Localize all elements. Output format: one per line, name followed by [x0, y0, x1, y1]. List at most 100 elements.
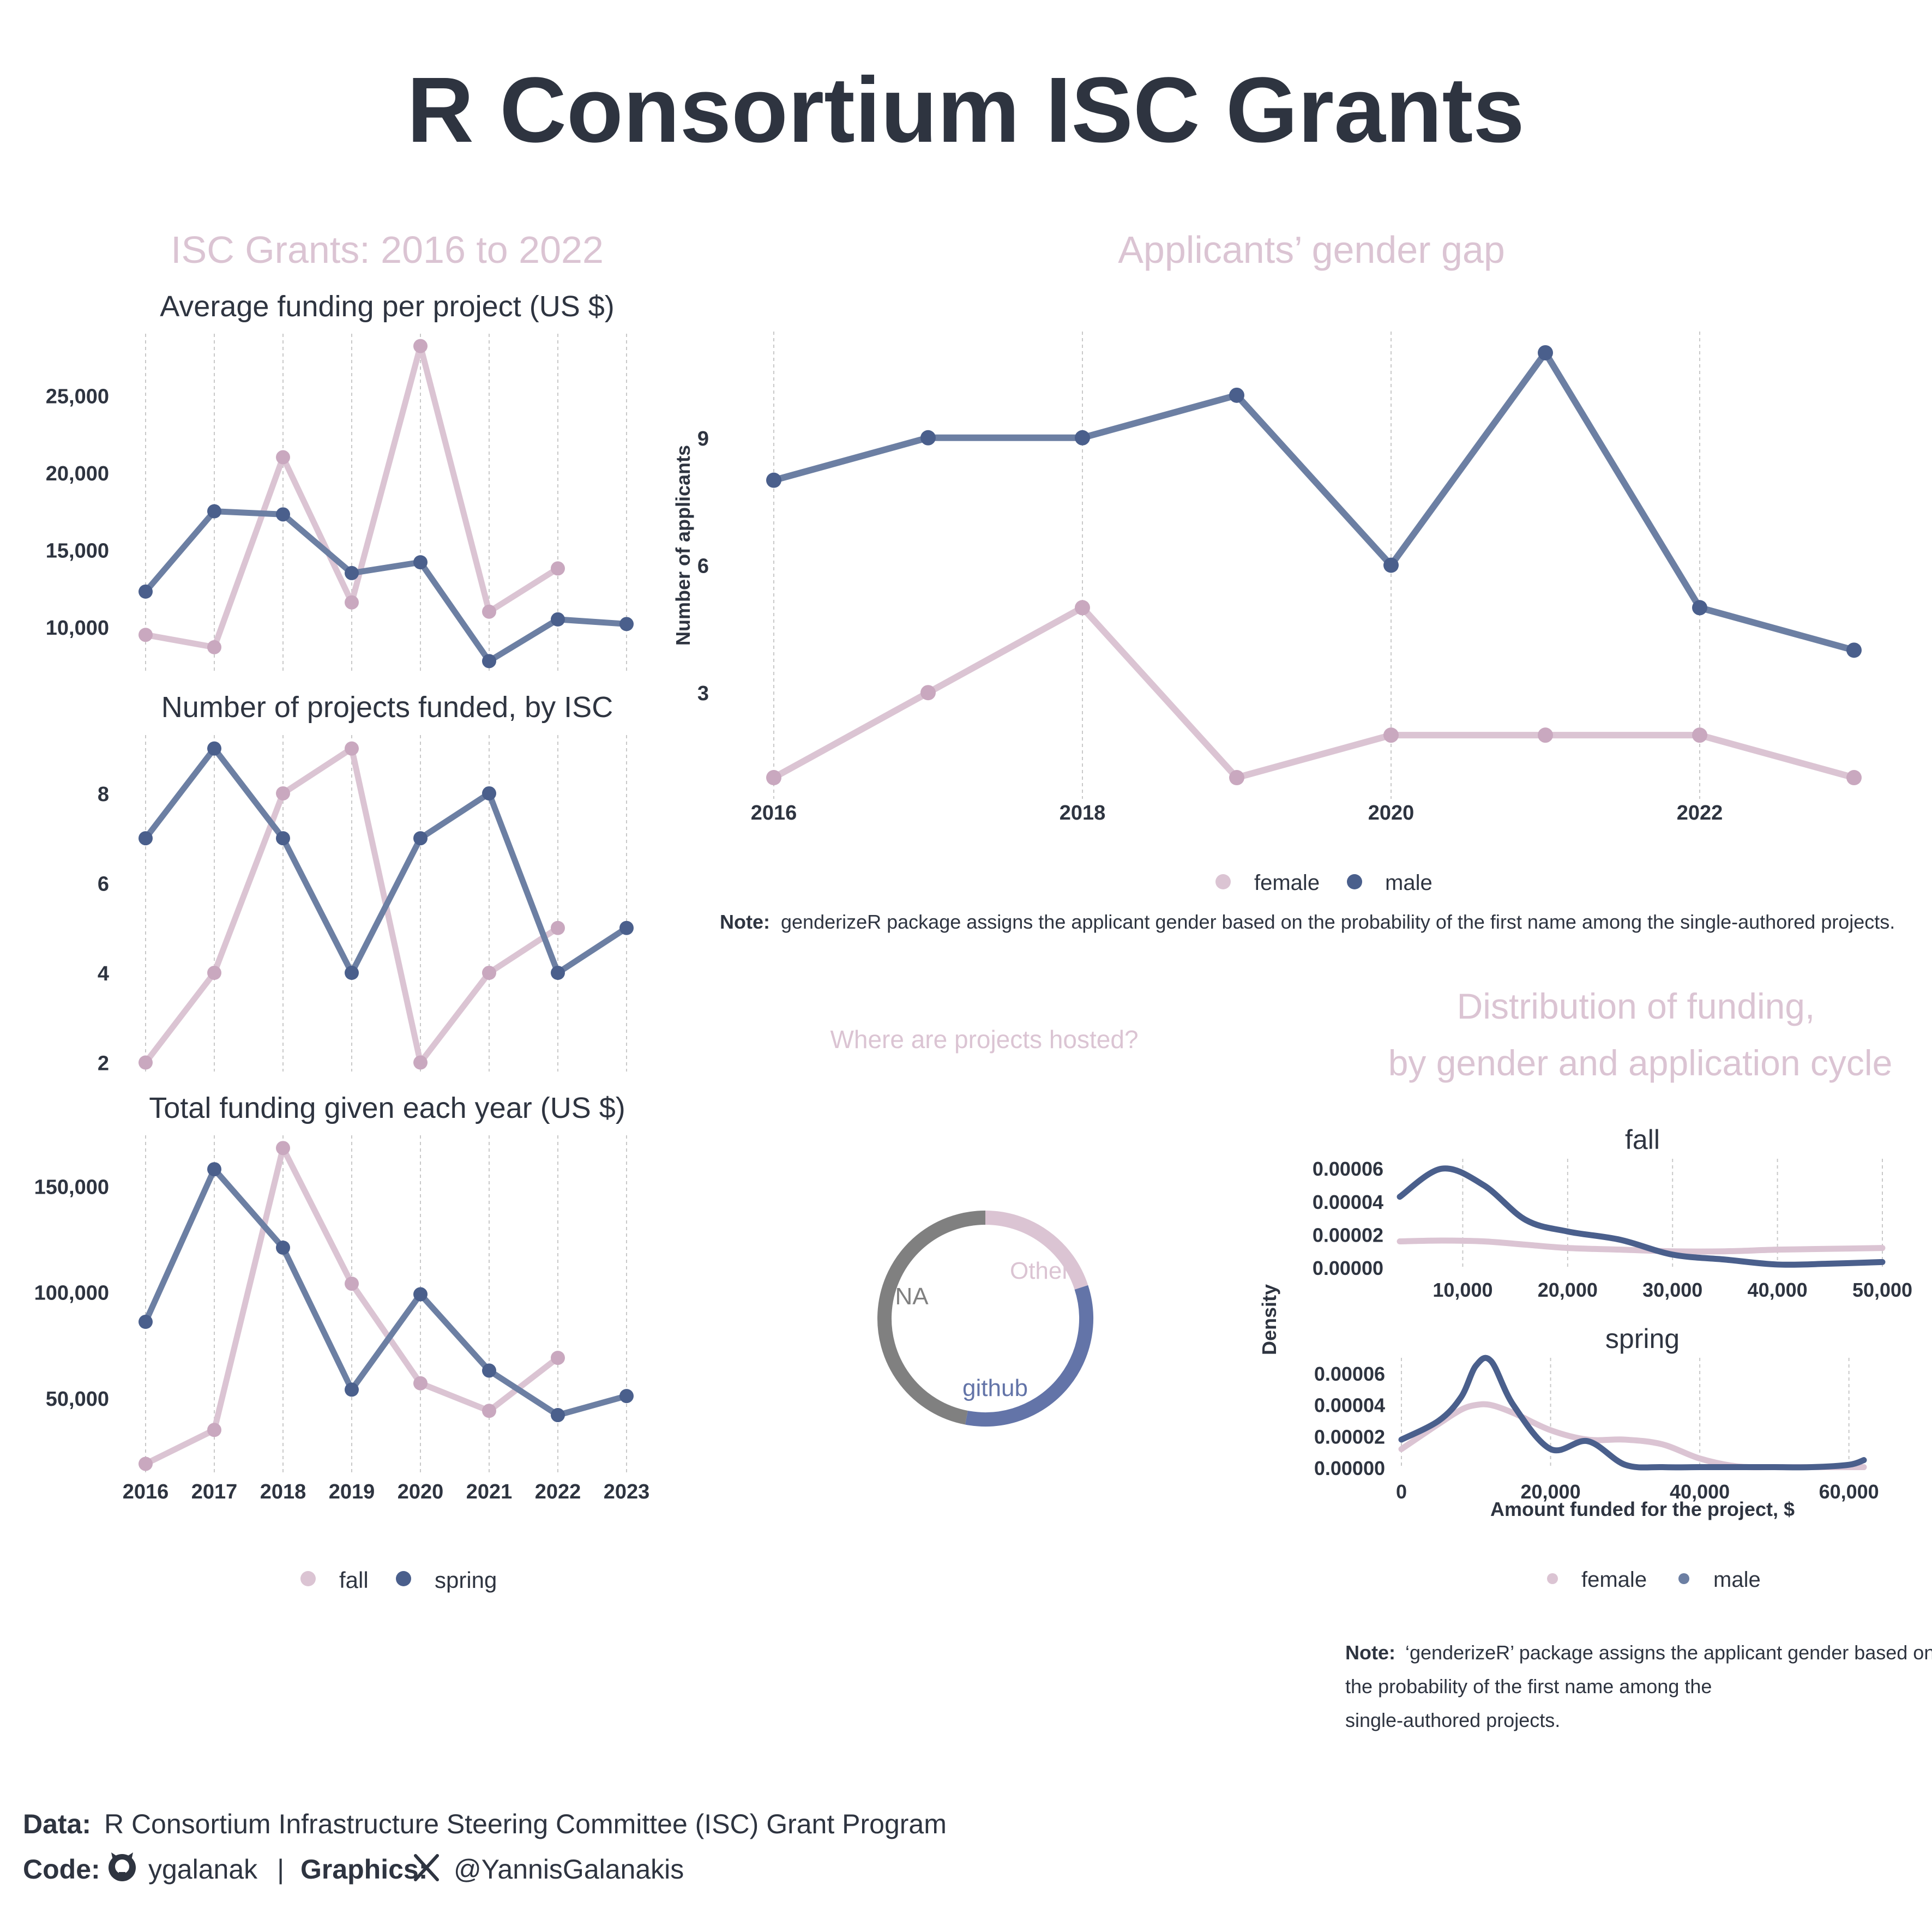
y-tick-label: 2 [98, 1052, 109, 1075]
projects-funded-title: Number of projects funded, by ISC [161, 691, 613, 724]
gender-note-bold: Note: [720, 911, 770, 933]
density-fall-xticks: 10,000 20,000 30,000 40,000 50,000 [1433, 1279, 1912, 1301]
density-heading-line2: by gender and application cycle [1388, 1043, 1893, 1083]
page-title: R Consortium ISC Grants [407, 58, 1525, 162]
data-point-spring [413, 555, 428, 570]
data-point-male [1383, 557, 1399, 573]
footer-code-user: ygalanak [148, 1854, 258, 1885]
density-ylabel: Density [1258, 1284, 1280, 1355]
density-note-bold: Note: [1345, 1641, 1395, 1664]
data-point-fall [413, 1376, 428, 1391]
y-tick-label: 50,000 [46, 1388, 109, 1411]
total-funding-title: Total funding given each year (US $) [149, 1092, 625, 1124]
y-tick-label: 0.00006 [1314, 1363, 1385, 1385]
y-tick-label: 6 [98, 872, 109, 895]
data-point-spring [139, 1315, 153, 1329]
footer-data-label: Data: [23, 1809, 91, 1839]
x-tick-label: 2020 [1368, 802, 1415, 824]
left-panel-heading: ISC Grants: 2016 to 2022 [171, 228, 604, 271]
data-point-male [1692, 600, 1707, 616]
data-point-male [1846, 642, 1862, 658]
data-point-spring [619, 617, 634, 631]
x-tick-label: 50,000 [1852, 1279, 1912, 1301]
y-tick-label: 20,000 [46, 462, 109, 485]
data-point-fall [276, 450, 290, 465]
hosting-heading: Where are projects hosted? [830, 1025, 1138, 1054]
data-point-fall [345, 595, 359, 610]
svg-text:ygalanak | Graphic: ygalanak | Graphics: [148, 1854, 428, 1885]
svg-text:Data: R Consortium Infra: Data: R Consortium Infrastructure Steeri… [23, 1809, 947, 1839]
gender-note: Note: genderizeR package assigns the app… [720, 911, 1895, 933]
data-point-spring [619, 1389, 634, 1404]
legend-spring-dot [396, 1571, 411, 1586]
data-point-fall [207, 1423, 221, 1437]
total-funding-yticks: 50,000 100,000 150,000 [34, 1176, 109, 1411]
footer: Data: R Consortium Infrastructure Steeri… [23, 1809, 947, 1885]
density-legend: female male [1547, 1568, 1761, 1592]
svg-text:Note: ‘genderizeR’ packa: Note: ‘genderizeR’ package assigns the a… [1345, 1641, 1932, 1664]
x-tick-label: 2018 [1060, 802, 1106, 824]
data-point-fall [551, 920, 565, 935]
legend-male-label: male [1385, 871, 1433, 895]
density-spring-yticks: 0.00000 0.00002 0.00004 0.00006 [1314, 1363, 1385, 1479]
y-tick-label: 25,000 [46, 385, 109, 408]
data-point-male [920, 430, 936, 446]
y-tick-label: 0.00000 [1313, 1257, 1383, 1279]
density-curve-female [1397, 1237, 1886, 1255]
density-note-line3: single-authored projects. [1345, 1709, 1560, 1731]
x-tick-label: 2016 [123, 1480, 169, 1503]
gender-lines [766, 345, 1862, 786]
data-point-spring [276, 507, 290, 522]
total-funding-xticks: 2016 2017 2018 2019 2020 2021 2022 2023 [123, 1480, 650, 1503]
data-point-female [1538, 727, 1553, 743]
data-point-male [766, 472, 781, 488]
gender-yticks: 3 6 9 [697, 428, 709, 705]
density-curve-female [1398, 1401, 1867, 1471]
density-note-line2: the probability of the first name among … [1345, 1675, 1712, 1698]
x-tick-label: 2020 [398, 1480, 444, 1503]
data-point-fall [551, 561, 565, 576]
data-point-male [1538, 345, 1553, 360]
density-spring-chart: spring 0.00000 0.00002 0.00004 0.00006 0 20,… [1314, 1323, 1879, 1520]
y-tick-label: 6 [697, 555, 709, 578]
legend-fall-dot [300, 1571, 316, 1586]
density-note: Note: ‘genderizeR’ package assigns the a… [1345, 1641, 1932, 1731]
y-tick-label: 100,000 [34, 1282, 109, 1305]
data-point-spring [207, 741, 221, 756]
y-tick-label: 8 [98, 783, 109, 806]
x-tick-label: 30,000 [1642, 1279, 1702, 1301]
data-point-female [1383, 727, 1399, 743]
data-point-spring [413, 831, 428, 846]
data-point-male [1229, 387, 1244, 403]
data-point-spring [551, 966, 565, 980]
footer-graphics-label: Graphics: [300, 1854, 428, 1885]
data-point-fall [345, 741, 359, 756]
footer-code-label: Code: [23, 1854, 100, 1885]
density-legend-female-dot [1547, 1573, 1558, 1584]
x-tick-label: 20,000 [1520, 1480, 1580, 1503]
density-spring-title: spring [1605, 1323, 1680, 1354]
data-point-spring [276, 831, 290, 846]
data-point-fall [413, 1055, 428, 1070]
density-spring-xticks: 0 20,000 40,000 60,000 [1396, 1480, 1879, 1503]
data-point-fall [551, 1351, 565, 1365]
projects-funded-chart: Number of projects funded, by ISC 2 4 6 8 [98, 691, 634, 1075]
data-point-spring [207, 504, 221, 519]
y-tick-label: 0.00006 [1313, 1158, 1383, 1180]
avg-funding-title: Average funding per project (US $) [160, 290, 614, 323]
x-tick-label: 40,000 [1670, 1480, 1730, 1503]
density-note-line1: ‘genderizeR’ package assigns the applica… [1405, 1641, 1932, 1664]
y-tick-label: 15,000 [46, 539, 109, 562]
x-tick-label: 20,000 [1538, 1279, 1598, 1301]
avg-funding-lines [139, 339, 634, 669]
projects-funded-yticks: 2 4 6 8 [98, 783, 109, 1075]
data-point-spring [619, 920, 634, 935]
total-funding-chart: Total funding given each year (US $) 50,… [34, 1092, 650, 1503]
x-tick-label: 40,000 [1748, 1279, 1808, 1301]
data-point-fall [276, 1141, 290, 1155]
data-point-fall [482, 1404, 496, 1418]
y-tick-label: 0.00002 [1313, 1224, 1383, 1246]
data-point-spring [345, 565, 359, 580]
series-line-spring [142, 745, 630, 976]
y-tick-label: 0.00004 [1313, 1191, 1383, 1213]
